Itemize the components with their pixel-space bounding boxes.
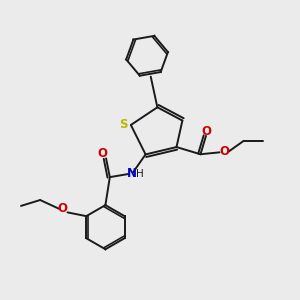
Text: S: S: [119, 118, 128, 131]
Text: O: O: [220, 145, 230, 158]
Text: O: O: [97, 147, 107, 160]
Text: H: H: [136, 169, 144, 179]
Text: O: O: [202, 125, 212, 138]
Text: O: O: [57, 202, 67, 215]
Text: N: N: [126, 167, 136, 180]
